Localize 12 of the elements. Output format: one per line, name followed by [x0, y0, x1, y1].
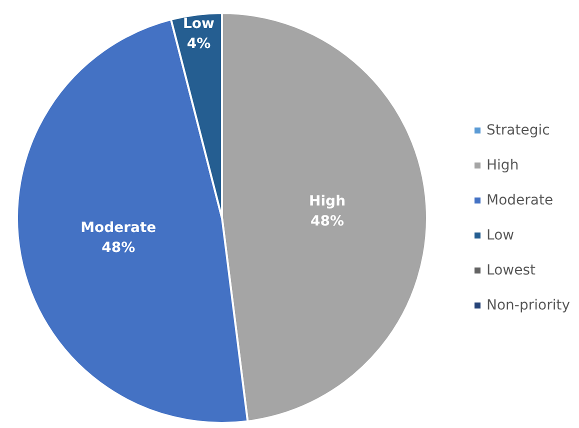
slice-label: Low [183, 16, 215, 32]
slice-label: Moderate [80, 220, 156, 236]
data-label: 48% [310, 213, 344, 230]
data-label: 48% [102, 240, 136, 256]
legend-label: Low [486, 228, 514, 244]
legend-label: Lowest [486, 262, 536, 278]
legend-label: Strategic [486, 122, 550, 138]
legend-label: Moderate [486, 192, 554, 208]
legend-label: High [486, 158, 519, 174]
data-label: 4% [186, 36, 211, 52]
slice-label: High [309, 193, 346, 210]
legend-label: Non-priority [486, 298, 570, 314]
